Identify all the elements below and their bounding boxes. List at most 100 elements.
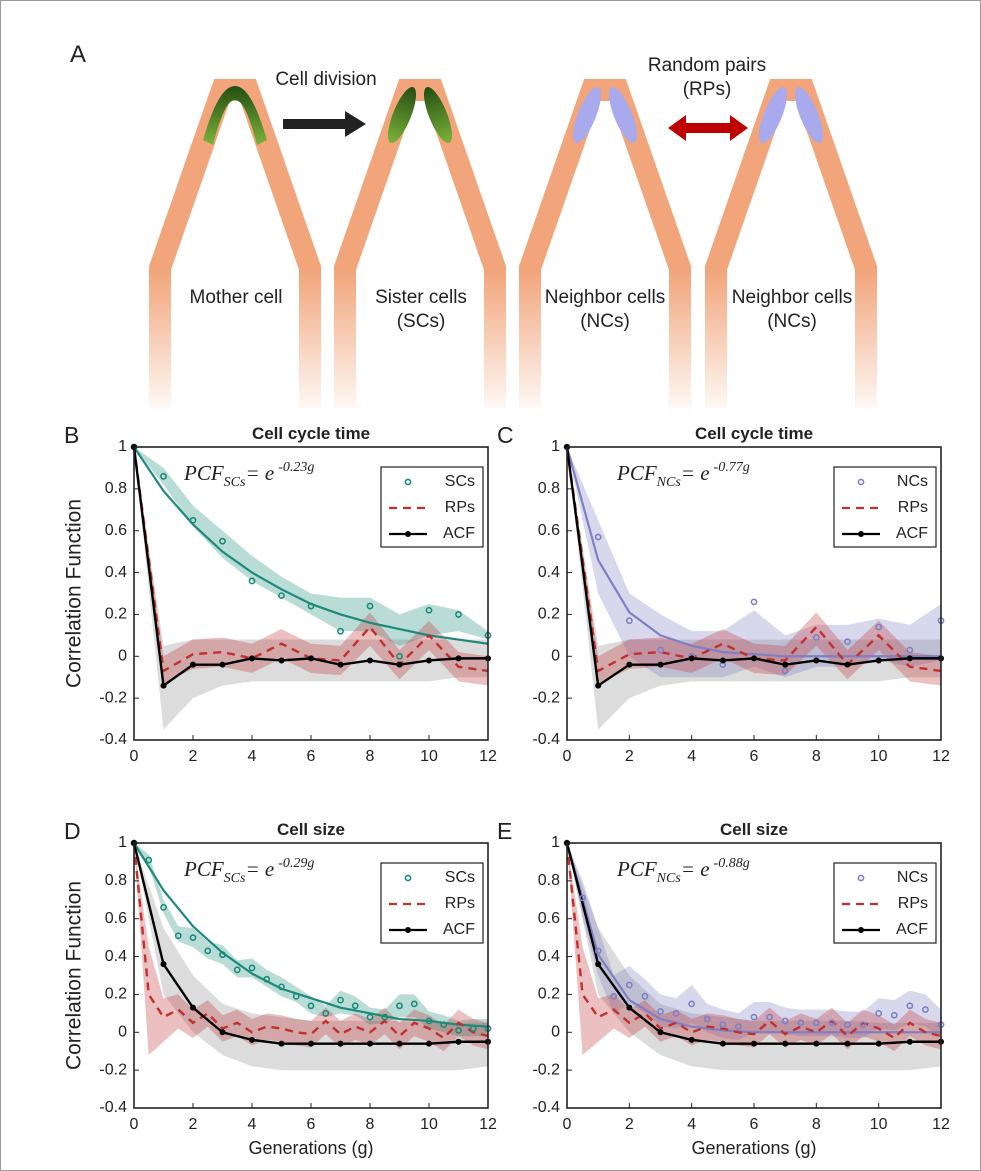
- data-point: [875, 1009, 883, 1017]
- data-point: [263, 975, 271, 983]
- data-point: [381, 1013, 389, 1021]
- data-point: [906, 646, 914, 654]
- data-point: [455, 655, 462, 662]
- data-point: [922, 1006, 929, 1013]
- confidence-band: [567, 843, 941, 1040]
- data-point: [219, 661, 226, 668]
- data-point: [657, 646, 664, 654]
- annotation-part: SCs: [224, 475, 246, 490]
- data-point: [688, 1036, 695, 1043]
- y-tick-label: -0.4: [99, 731, 127, 748]
- panel-label: B: [64, 422, 79, 448]
- data-point: [595, 682, 602, 689]
- legend-swatch: [405, 927, 411, 933]
- data-point: [719, 1021, 727, 1029]
- data-point: [249, 1036, 255, 1043]
- data-point: [657, 1008, 664, 1015]
- legend-label: SCs: [445, 473, 475, 490]
- y-tick-label: -0.2: [532, 689, 560, 706]
- arrows: [283, 111, 748, 141]
- x-tick-label: 8: [812, 1116, 821, 1133]
- data-point: [337, 1040, 344, 1047]
- data-point: [160, 961, 167, 968]
- y-tick-label: 0.6: [538, 522, 560, 539]
- y-tick-label: 0.8: [538, 480, 560, 497]
- data-point: [844, 1021, 851, 1029]
- data-point: [366, 602, 374, 610]
- y-tick-label: -0.2: [99, 689, 127, 706]
- annotation-part: NCs: [656, 475, 682, 490]
- data-point: [828, 1019, 836, 1027]
- data-point: [657, 661, 664, 668]
- cell-label: Mother cell: [190, 287, 283, 308]
- x-tick-label: 0: [130, 748, 139, 765]
- data-point: [906, 655, 913, 662]
- data-point: [174, 932, 182, 940]
- data-point: [875, 1040, 882, 1047]
- annotation: PCFSCs= e -0.23g: [183, 460, 314, 490]
- fit-line: [133, 842, 489, 1028]
- annotation-part: -0.88g: [714, 856, 750, 871]
- data-point: [812, 634, 820, 641]
- x-tick-label: 4: [248, 1116, 257, 1133]
- x-tick-label: 6: [307, 748, 316, 765]
- data-point: [366, 1013, 374, 1021]
- data-point: [813, 657, 820, 664]
- data-point: [735, 1023, 742, 1031]
- legend-swatch: [858, 531, 864, 537]
- data-point: [672, 1009, 680, 1017]
- data-point: [425, 1017, 433, 1025]
- legend-label: RPs: [445, 499, 475, 516]
- series-line: [132, 842, 489, 1040]
- panel-label: C: [497, 422, 514, 448]
- data-point: [751, 1040, 757, 1047]
- legend-label: ACF: [896, 921, 928, 938]
- data-point: [337, 661, 344, 668]
- y-tick-label: -0.4: [99, 1099, 127, 1116]
- data-point: [469, 1025, 477, 1032]
- annotation-part: PCF: [616, 461, 657, 485]
- x-tick-label: 12: [479, 748, 497, 765]
- data-point: [594, 533, 602, 541]
- confidence-band: [567, 447, 941, 730]
- annotation: PCFNCs= e -0.77g: [616, 460, 750, 490]
- data-point: [440, 1021, 448, 1029]
- annotation-part: -0.23g: [278, 460, 314, 475]
- data-point: [190, 1004, 196, 1011]
- arrow-label: Cell division: [275, 69, 376, 90]
- x-axis-label: Generations (g): [691, 1138, 816, 1158]
- legend-swatch: [405, 531, 411, 537]
- data-point: [751, 655, 757, 662]
- panel-label: D: [64, 818, 81, 844]
- confidence-band: [134, 843, 488, 1055]
- data-point: [278, 592, 285, 599]
- confidence-band: [567, 447, 941, 678]
- data-point: [455, 1026, 462, 1034]
- arrow-label: (RPs): [683, 79, 732, 100]
- x-tick-label: 10: [420, 748, 438, 765]
- data-point: [782, 1040, 789, 1047]
- x-tick-label: 6: [750, 1116, 759, 1133]
- x-tick-label: 12: [932, 748, 950, 765]
- x-tick-label: 6: [750, 748, 759, 765]
- data-point: [750, 598, 758, 606]
- data-point: [307, 1002, 315, 1010]
- x-tick-label: 12: [932, 1116, 950, 1133]
- data-point: [351, 1002, 359, 1010]
- y-tick-label: 0.4: [105, 948, 127, 965]
- data-point: [337, 627, 344, 635]
- cell-label: Sister cells: [375, 287, 467, 308]
- data-point: [812, 1019, 820, 1027]
- data-point: [426, 657, 432, 664]
- data-point: [906, 1038, 913, 1045]
- annotation-part: -0.77g: [714, 460, 750, 475]
- legend-label: ACF: [896, 525, 928, 542]
- x-tick-label: 4: [687, 748, 696, 765]
- legend-label: SCs: [445, 869, 475, 886]
- data-point: [626, 661, 633, 668]
- data-point: [781, 1017, 789, 1025]
- series-line: [565, 842, 942, 1040]
- data-point: [625, 981, 633, 989]
- x-tick-label: 10: [870, 1116, 888, 1133]
